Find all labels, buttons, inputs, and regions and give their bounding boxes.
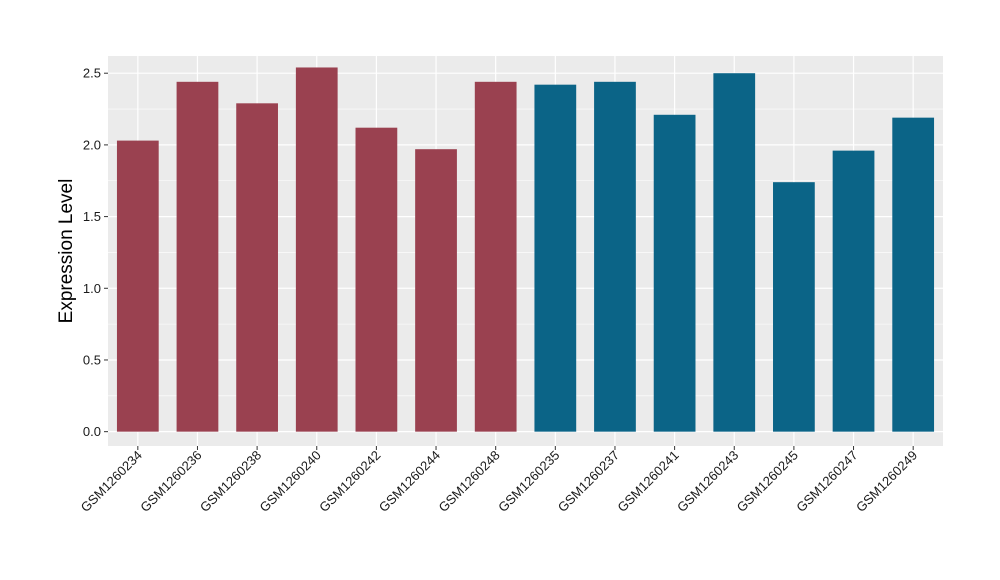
bar-gsm1260247 — [832, 150, 875, 432]
y-tick-label: 2.5 — [83, 66, 101, 81]
y-tick-label: 2.0 — [83, 137, 101, 152]
x-tick-label: GSM1260241 — [614, 448, 681, 515]
y-tick-label: 1.5 — [83, 209, 101, 224]
x-tick-label: GSM1260238 — [197, 448, 264, 515]
x-tick-label: GSM1260240 — [257, 448, 324, 515]
x-axis: GSM1260234GSM1260236GSM1260238GSM1260240… — [78, 446, 920, 515]
x-tick-label: GSM1260243 — [674, 448, 741, 515]
x-tick-label: GSM1260245 — [734, 448, 801, 515]
y-tick-label: 1.0 — [83, 281, 101, 296]
x-tick-label: GSM1260237 — [555, 448, 622, 515]
x-tick-label: GSM1260249 — [853, 448, 920, 515]
bar-gsm1260237 — [594, 81, 636, 432]
x-tick-label: GSM1260247 — [793, 448, 860, 515]
bar-gsm1260248 — [474, 81, 517, 432]
x-tick-label: GSM1260235 — [495, 448, 562, 515]
x-tick-label: GSM1260242 — [316, 448, 383, 515]
y-axis: 0.0 0.5 1.0 1.5 2.0 2.5 — [83, 66, 108, 439]
bar-gsm1260234 — [116, 140, 159, 432]
bar-gsm1260236 — [176, 81, 219, 432]
x-tick-label: GSM1260248 — [435, 448, 502, 515]
bar-gsm1260244 — [415, 149, 457, 432]
bars — [116, 67, 935, 432]
y-tick-label: 0.0 — [83, 424, 101, 439]
x-tick-label: GSM1260234 — [78, 448, 145, 515]
x-tick-label: GSM1260236 — [137, 448, 204, 515]
bar-gsm1260241 — [653, 114, 696, 432]
bar-gsm1260245 — [773, 182, 815, 432]
bar-gsm1260249 — [892, 117, 935, 432]
bar-gsm1260243 — [713, 73, 756, 432]
bar-gsm1260240 — [295, 67, 338, 432]
bar-gsm1260242 — [355, 127, 398, 432]
bar-gsm1260238 — [236, 103, 278, 432]
x-tick-label: GSM1260244 — [376, 448, 443, 515]
y-tick-label: 0.5 — [83, 352, 101, 367]
bar-gsm1260235 — [534, 84, 577, 432]
plot-panel — [108, 56, 943, 446]
y-axis-title: Expression Level — [56, 179, 77, 324]
